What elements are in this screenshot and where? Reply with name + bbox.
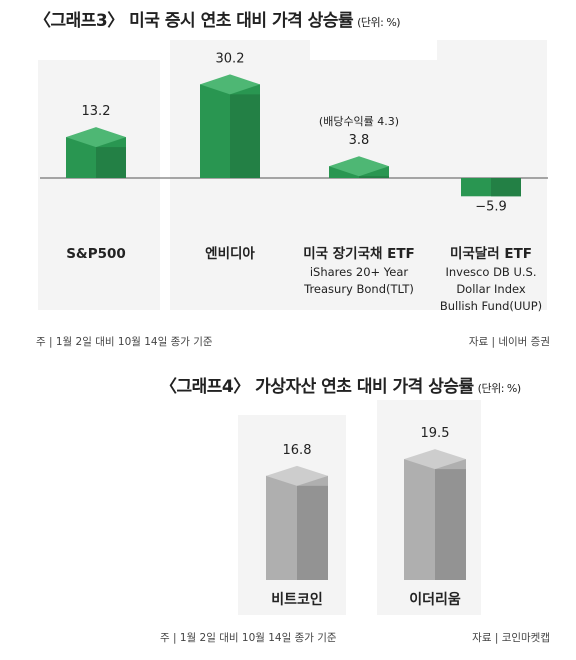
bar2-top-0 xyxy=(266,465,328,486)
annotation-dividend: (배당수익률 4.3) xyxy=(319,115,399,128)
chart1-note: 주 | 1월 2일 대비 10월 14일 종가 기준 xyxy=(36,336,213,348)
value-label-1: 30.2 xyxy=(216,51,245,66)
bar2-top-1 xyxy=(404,449,466,470)
category-sublabel-2-1: Treasury Bond(TLT) xyxy=(303,282,414,296)
panel-bg-2 xyxy=(297,60,437,310)
category-sublabel-3-1: Dollar Index xyxy=(456,282,526,296)
chart2-source: 자료 | 코인마켓캡 xyxy=(472,632,550,644)
bar-top-1 xyxy=(200,74,260,95)
panel-bg-3 xyxy=(437,40,547,310)
chart1-title-text: 〈그래프3〉 미국 증시 연초 대비 가격 상승률 xyxy=(34,11,354,31)
value-label-0: 13.2 xyxy=(82,104,111,119)
category-sublabel-3-2: Bullish Fund(UUP) xyxy=(440,299,542,313)
chart2-title: 〈그래프4〉 가상자산 연초 대비 가격 상승률 (단위: %) xyxy=(160,372,521,397)
bar-side-0 xyxy=(96,147,126,178)
value2-label-1: 19.5 xyxy=(421,426,450,441)
bar-top-2 xyxy=(329,156,389,177)
chart1-title: 〈그래프3〉 미국 증시 연초 대비 가격 상승률 (단위: %) xyxy=(34,6,401,31)
bar-side-3 xyxy=(491,178,521,197)
bar2-side-0 xyxy=(297,485,328,580)
category2-label-0: 비트코인 xyxy=(271,591,323,608)
category-label-3: 미국달러 ETF xyxy=(450,246,532,262)
chart2-unit: (단위: %) xyxy=(477,382,521,395)
category-sublabel-2-0: iShares 20+ Year xyxy=(310,265,409,279)
chart1-source: 자료 | 네이버 증권 xyxy=(468,336,550,348)
bar-side-2 xyxy=(359,176,389,178)
chart1-plot: 13.2 S&P500 30.2 엔비디아 3.8 미국 장기국채 ETF iShares … xyxy=(38,40,548,313)
bar-top-0 xyxy=(66,127,126,148)
panel-bg-0 xyxy=(38,60,160,310)
category-label-1: 엔비디아 xyxy=(205,245,255,262)
category2-label-1: 이더리움 xyxy=(409,591,461,608)
bar-side-1 xyxy=(230,94,260,178)
chart1-unit: (단위: %) xyxy=(357,16,401,29)
category-label-0: S&P500 xyxy=(66,246,126,262)
category-sublabel-3-0: Invesco DB U.S. xyxy=(446,265,537,279)
bar2-side-1 xyxy=(435,469,466,580)
category-label-2: 미국 장기국채 ETF xyxy=(303,245,415,262)
value-label-2: 3.8 xyxy=(349,133,370,148)
value2-label-0: 16.8 xyxy=(283,443,312,458)
value-label-3: −5.9 xyxy=(475,199,507,214)
chart2-note: 주 | 1월 2일 대비 10월 14일 종가 기준 xyxy=(160,632,337,644)
chart2-title-text: 〈그래프4〉 가상자산 연초 대비 가격 상승률 xyxy=(160,377,474,397)
